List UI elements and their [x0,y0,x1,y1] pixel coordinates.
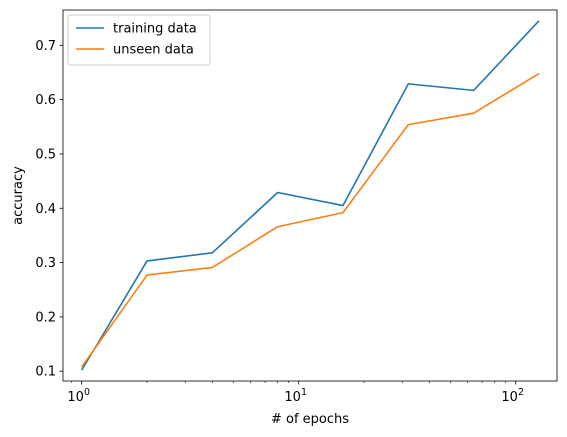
x-tick-label: 101 [284,387,307,405]
y-tick-label: 0.2 [35,310,56,325]
legend: training data unseen data [67,14,211,66]
x-axis-label: # of epochs [271,412,349,427]
plot-frame [62,9,558,382]
x-tick-label: 100 [67,387,90,405]
x-axis: 100 101 102 [67,381,524,405]
y-tick-label: 0.5 [35,147,56,162]
y-axis-label: accuracy [11,166,26,225]
x-tick-label: 102 [501,387,524,405]
series-layer [81,20,540,371]
y-axis: 0.1 0.2 0.3 0.4 0.5 0.6 0.7 [35,39,63,380]
legend-label: unseen data [113,43,194,58]
y-tick-label: 0.6 [35,93,56,108]
series-line [81,72,540,368]
y-tick-label: 0.1 [35,365,56,380]
y-tick-label: 0.7 [35,39,56,54]
y-tick-label: 0.4 [35,202,56,217]
series-line [81,20,540,371]
y-tick-label: 0.3 [35,256,56,271]
legend-label: training data [113,22,197,37]
